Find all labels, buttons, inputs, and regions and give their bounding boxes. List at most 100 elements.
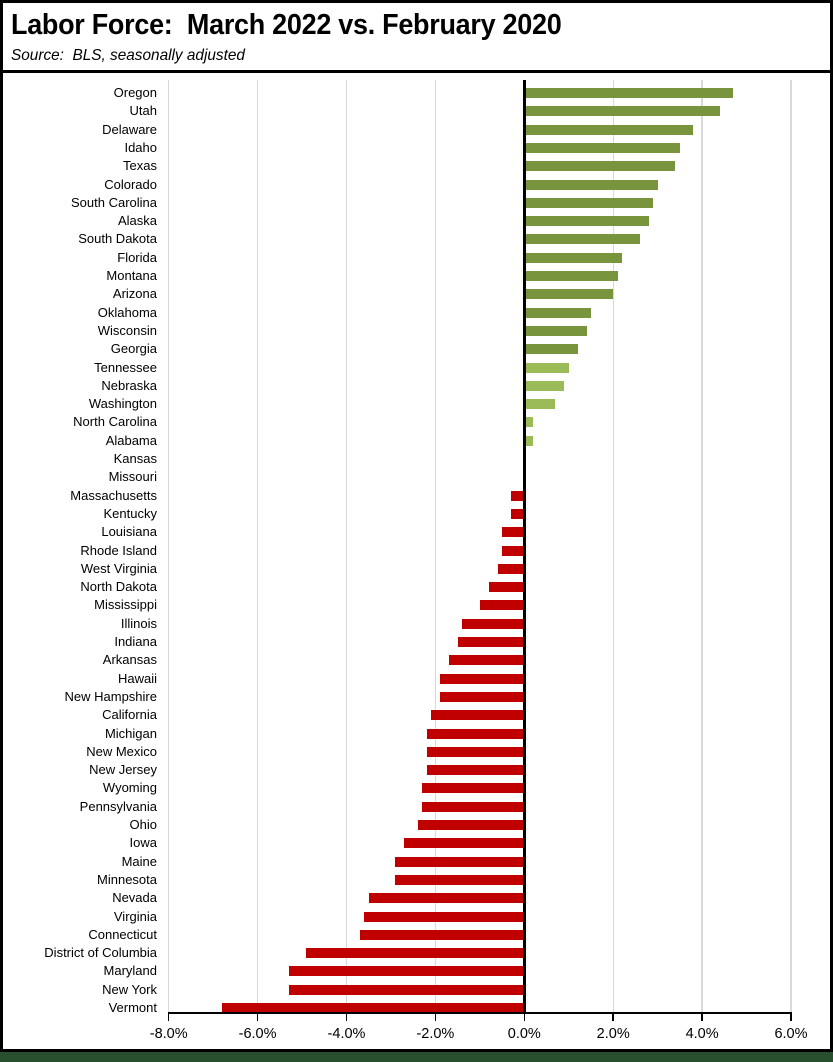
category-label-new-mexico: New Mexico <box>86 743 157 759</box>
category-label-nevada: Nevada <box>112 890 157 906</box>
category-label-wisconsin: Wisconsin <box>97 322 157 338</box>
category-label-north-dakota: North Dakota <box>80 579 157 595</box>
category-label-montana: Montana <box>106 268 157 283</box>
bar-oklahoma <box>524 307 591 318</box>
category-label-florida: Florida <box>117 249 157 265</box>
gridline <box>612 80 614 1012</box>
x-tick-label: 4.0% <box>685 1026 719 1042</box>
category-label-kansas: Kansas <box>113 451 157 466</box>
category-label-new-jersey: New Jersey <box>89 762 157 778</box>
axis-tick <box>612 1012 614 1021</box>
category-label-hawaii: Hawaii <box>117 670 157 686</box>
bar-montana <box>524 271 618 281</box>
bar-washington <box>524 399 556 410</box>
bar-connecticut <box>359 929 525 940</box>
category-label-vermont: Vermont <box>108 1000 157 1015</box>
category-label-kentucky: Kentucky <box>103 505 157 521</box>
category-label-south-dakota: South Dakota <box>78 231 157 247</box>
bar-wyoming <box>422 783 525 794</box>
bar-south-carolina <box>524 197 654 208</box>
bar-nebraska <box>524 380 565 391</box>
x-tick-label: -2.0% <box>416 1026 455 1042</box>
category-label-california: California <box>102 707 157 723</box>
gridline <box>434 80 437 1012</box>
bar-hawaii <box>439 673 525 684</box>
x-axis-line <box>167 1012 792 1014</box>
gridline <box>168 80 170 1012</box>
bar-colorado <box>524 179 658 190</box>
category-label-nebraska: Nebraska <box>101 377 157 393</box>
bar-oregon <box>524 88 734 98</box>
bar-arkansas <box>448 655 525 666</box>
bar-florida <box>524 252 623 263</box>
bar-new-jersey <box>426 765 525 776</box>
bar-kentucky <box>510 508 525 519</box>
category-label-tennessee: Tennessee <box>94 359 157 375</box>
category-label-new-hampshire: New Hampshire <box>64 688 157 704</box>
category-label-connecticut: Connecticut <box>88 926 157 942</box>
category-label-west-virginia: West Virginia <box>80 560 157 576</box>
category-label-maine: Maine <box>121 853 157 869</box>
bar-new-mexico <box>426 746 525 757</box>
bar-delaware <box>524 124 694 135</box>
chart-title: Labor Force: March 2022 vs. February 202… <box>11 9 562 41</box>
category-label-south-carolina: South Carolina <box>71 194 157 210</box>
zero-axis-line <box>523 80 526 1012</box>
category-label-wyoming: Wyoming <box>102 780 157 796</box>
category-label-georgia: Georgia <box>110 341 157 357</box>
bar-utah <box>524 106 720 117</box>
category-label-oregon: Oregon <box>113 85 157 100</box>
bar-virginia <box>364 911 525 922</box>
category-label-michigan: Michigan <box>104 725 157 741</box>
category-label-louisiana: Louisiana <box>101 524 157 540</box>
bar-south-dakota <box>524 234 640 245</box>
bar-illinois <box>462 618 525 629</box>
axis-tick <box>256 1012 259 1021</box>
bar-mississippi <box>479 600 525 611</box>
category-label-illinois: Illinois <box>120 615 157 631</box>
bar-california <box>430 710 525 721</box>
category-label-arkansas: Arkansas <box>102 652 157 668</box>
bar-north-carolina <box>524 417 534 428</box>
category-label-rhode-island: Rhode Island <box>80 542 157 558</box>
gridline <box>345 80 348 1012</box>
category-label-north-carolina: North Carolina <box>73 414 157 430</box>
chart-source-note: Source: BLS, seasonally adjusted <box>11 47 245 64</box>
bar-minnesota <box>395 874 525 885</box>
category-label-mississippi: Mississippi <box>94 597 157 613</box>
category-label-missouri: Missouri <box>108 469 157 485</box>
gridline <box>790 80 792 1012</box>
bar-arizona <box>524 289 614 300</box>
category-label-alabama: Alabama <box>105 432 157 448</box>
bar-maryland <box>288 966 525 977</box>
category-label-iowa: Iowa <box>129 835 157 851</box>
category-label-texas: Texas <box>123 158 157 174</box>
category-label-oklahoma: Oklahoma <box>97 304 157 320</box>
bar-louisiana <box>502 527 525 538</box>
category-label-washington: Washington <box>88 396 157 412</box>
category-label-delaware: Delaware <box>102 121 157 137</box>
bar-georgia <box>524 344 578 355</box>
bar-massachusetts <box>510 490 525 501</box>
axis-tick <box>701 1012 703 1021</box>
category-label-colorado: Colorado <box>104 176 157 192</box>
category-label-minnesota: Minnesota <box>97 871 157 887</box>
x-tick-label: 0.0% <box>507 1026 541 1042</box>
category-label-ohio: Ohio <box>129 817 157 832</box>
x-tick-label: 2.0% <box>596 1026 630 1042</box>
category-label-new-york: New York <box>102 981 157 997</box>
category-label-pennsylvania: Pennsylvania <box>79 798 157 814</box>
bar-nevada <box>368 893 525 904</box>
category-label-maryland: Maryland <box>103 963 157 979</box>
gridline <box>701 80 703 1012</box>
bar-indiana <box>457 637 525 647</box>
bar-district-of-columbia <box>306 948 525 959</box>
bar-iowa <box>404 838 525 849</box>
bar-maine <box>395 856 525 867</box>
bar-rhode-island <box>502 545 525 556</box>
category-label-alaska: Alaska <box>117 213 157 229</box>
bar-new-york <box>288 984 525 995</box>
bar-pennsylvania <box>422 801 525 812</box>
bar-michigan <box>426 728 525 739</box>
title-divider-line <box>0 70 833 73</box>
